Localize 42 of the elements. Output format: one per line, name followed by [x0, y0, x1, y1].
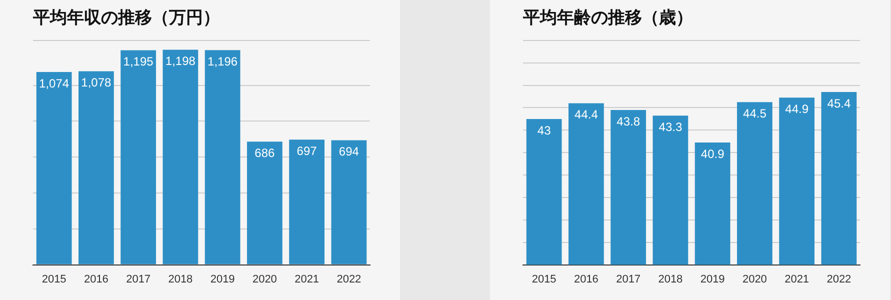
- bar: [246, 142, 282, 264]
- data-label: 43.3: [658, 120, 682, 134]
- chart-title: 平均年収の推移（万円）: [32, 8, 220, 27]
- x-tick-label: 2020: [742, 273, 767, 286]
- bar: [331, 140, 367, 264]
- x-tick-label: 2017: [616, 273, 641, 286]
- bar: [289, 140, 325, 264]
- data-label: 694: [338, 144, 360, 159]
- x-tick-label: 2018: [658, 273, 683, 286]
- data-label: 1,078: [81, 76, 112, 90]
- x-tick-label: 2022: [826, 273, 852, 286]
- data-label: 1,195: [123, 54, 154, 69]
- bar: [162, 50, 198, 264]
- data-label: 43: [537, 123, 552, 138]
- bar: [120, 50, 156, 264]
- x-tick-label: 2016: [574, 273, 598, 286]
- x-tick-label: 2017: [126, 273, 151, 286]
- x-tick-label: 2015: [42, 273, 66, 286]
- x-tick-label: 2019: [700, 273, 725, 286]
- data-label: 1,074: [39, 76, 70, 90]
- x-tick-label: 2022: [336, 273, 362, 286]
- x-tick-label: 2021: [784, 273, 810, 286]
- x-tick-label: 2019: [210, 273, 235, 286]
- chart-title: 平均年齢の推移（歳）: [522, 8, 693, 27]
- data-label: 697: [296, 144, 318, 158]
- data-label: 44.9: [785, 102, 809, 116]
- data-label: 44.4: [574, 108, 598, 122]
- data-label: 1,198: [165, 54, 196, 68]
- data-label: 43.8: [616, 114, 640, 128]
- bar: [204, 50, 240, 264]
- bar: [78, 71, 114, 264]
- data-label: 44.5: [743, 106, 767, 120]
- x-tick-label: 2015: [532, 273, 556, 286]
- x-tick-label: 2020: [252, 273, 277, 286]
- data-label: 45.4: [827, 96, 851, 110]
- x-tick-label: 2016: [84, 273, 108, 286]
- x-tick-label: 2021: [294, 273, 320, 286]
- data-label: 686: [254, 146, 276, 160]
- bar: [36, 72, 72, 264]
- x-tick-label: 2018: [168, 273, 193, 286]
- data-label: 1,196: [208, 54, 238, 68]
- data-label: 40.9: [700, 146, 725, 161]
